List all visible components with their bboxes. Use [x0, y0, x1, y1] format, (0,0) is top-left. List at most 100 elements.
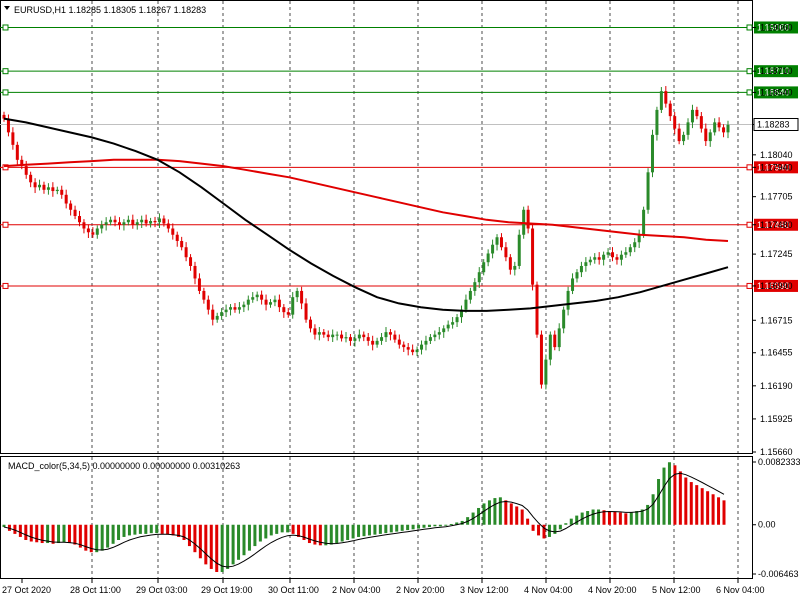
- candle-body: [135, 222, 139, 225]
- candle-body: [539, 334, 543, 385]
- macd-bar: [400, 524, 404, 531]
- candle-body: [69, 203, 73, 210]
- macd-bar: [269, 524, 273, 536]
- macd-bar: [89, 524, 93, 553]
- candle-body: [664, 91, 668, 104]
- price-axis[interactable]: 1.19060 1.18710 1.18540 1.18283 1.18040 1.179…: [752, 22, 799, 457]
- macd-bar: [662, 467, 666, 525]
- candle-body: [246, 299, 250, 305]
- candle-body: [704, 128, 708, 142]
- time-tick-label: 4 Nov 20:00: [588, 585, 637, 595]
- candle-body: [468, 290, 472, 300]
- macd-bar: [722, 500, 726, 525]
- candle-body: [348, 337, 352, 341]
- macd-bar: [460, 520, 464, 525]
- macd-bar: [313, 524, 317, 545]
- candle-body: [646, 172, 650, 210]
- candle-body: [295, 290, 299, 298]
- macd-bar: [307, 524, 311, 544]
- level-anchor-left: [2, 282, 9, 289]
- time-tick-label: 5 Nov 12:00: [652, 585, 701, 595]
- candle-body: [166, 223, 170, 229]
- macd-axis[interactable]: 0.0082333 0.00 -0.006463: [752, 457, 800, 579]
- macd-bar: [247, 524, 251, 551]
- time-axis[interactable]: 27 Oct 2020 28 Oct 11:00 29 Oct 03:00 29 Oc…: [2, 579, 765, 595]
- macd-bar: [449, 523, 453, 525]
- macd-panel-frame: [0, 456, 753, 579]
- candle-body: [260, 294, 264, 300]
- candle-body: [202, 290, 206, 300]
- candle-body: [433, 334, 437, 338]
- macd-bar: [280, 524, 284, 533]
- candle-body: [331, 334, 335, 338]
- candle-body: [51, 187, 55, 192]
- candle-body: [60, 189, 64, 195]
- macd-bar: [242, 524, 246, 556]
- macd-bar: [340, 524, 344, 542]
- level-anchor-right: [746, 68, 753, 75]
- macd-bar: [624, 513, 628, 525]
- candle-body: [615, 257, 619, 260]
- macd-bar: [57, 524, 61, 544]
- macd-bar: [166, 524, 170, 535]
- macd-bar: [117, 524, 121, 540]
- time-tick-label: 29 Oct 03:00: [136, 585, 188, 595]
- candle-body: [122, 222, 126, 225]
- macd-bar: [204, 524, 208, 565]
- macd-bar: [13, 524, 17, 534]
- macd-bar: [477, 507, 481, 525]
- macd-bar: [275, 524, 279, 534]
- macd-bar: [302, 524, 306, 540]
- macd-bar: [177, 524, 181, 537]
- candle-body: [229, 307, 233, 310]
- time-tick-label: 28 Oct 11:00: [70, 585, 121, 595]
- macd-bar: [504, 500, 508, 525]
- macd-bar: [324, 524, 328, 546]
- candle-body: [104, 222, 108, 225]
- candle-body: [548, 334, 552, 360]
- dropdown-triangle-icon[interactable]: [4, 6, 10, 10]
- candle-body: [713, 122, 717, 133]
- macd-bar: [498, 497, 502, 525]
- candle-body: [628, 247, 632, 253]
- price-levels: 1.19060 1.18710 1.18540 1.17940 1.17480 1.169…: [0, 21, 798, 292]
- level-tag: [754, 21, 798, 34]
- level-tag-label: 1.17940: [757, 162, 790, 172]
- macd-bar: [193, 524, 197, 553]
- candle-body: [602, 254, 606, 260]
- candle-body: [322, 332, 326, 335]
- macd-bar: [220, 524, 224, 572]
- macd-bar: [384, 524, 388, 534]
- level-anchor-left: [2, 89, 9, 96]
- candle-body: [544, 359, 548, 385]
- macd-bar: [406, 524, 410, 531]
- candle-body: [459, 309, 463, 318]
- candle-body: [508, 257, 512, 270]
- candle-body: [388, 332, 392, 335]
- candle-body: [24, 166, 28, 175]
- candle-body: [579, 265, 583, 273]
- candle-body: [237, 307, 241, 310]
- macd-bar: [62, 524, 66, 543]
- macd-signal-line: [3, 472, 725, 568]
- time-tick-label: 2 Nov 20:00: [396, 585, 445, 595]
- candle-body: [562, 309, 566, 329]
- macd-bar: [318, 524, 322, 546]
- candle-body: [326, 334, 330, 338]
- candle-body: [486, 253, 490, 263]
- candle-body: [371, 340, 375, 345]
- macd-bar: [95, 524, 99, 553]
- candle-body: [455, 317, 459, 323]
- macd-bar: [329, 524, 333, 545]
- candle-body: [224, 309, 228, 313]
- macd-bar: [378, 524, 382, 534]
- macd-bar: [357, 524, 361, 537]
- candle-body: [100, 224, 104, 229]
- time-tick-label: 29 Oct 19:00: [201, 585, 253, 595]
- moving-average-red: [3, 158, 729, 242]
- level-tag-label: 1.18710: [757, 66, 790, 76]
- level-tag-label: 1.16990: [757, 281, 790, 291]
- time-tick-label: 30 Oct 11:00: [268, 585, 319, 595]
- macd-bar: [264, 524, 268, 539]
